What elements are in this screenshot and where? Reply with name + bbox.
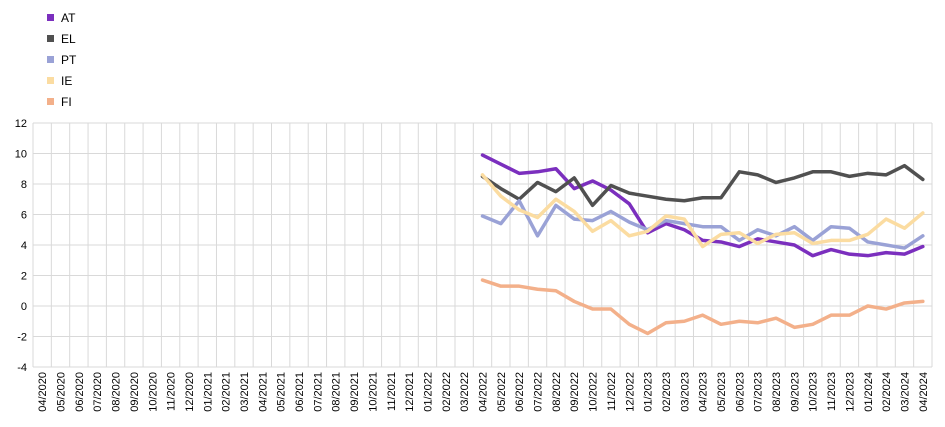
y-axis-tick-labels: 12 10 8 6 4 2 0 -2 -4 <box>15 118 27 374</box>
y-tick-label: 6 <box>21 210 27 222</box>
y-tick-label: -2 <box>17 332 27 344</box>
x-axis-tick-labels: 04/2020 05/2020 06/2020 07/2020 08/2020 09/20… <box>37 372 930 412</box>
y-tick-label: 4 <box>21 240 27 252</box>
x-tick-label: 10/2023 <box>808 372 820 412</box>
x-tick-label: 04/2024 <box>918 372 930 412</box>
x-tick-label: 03/2021 <box>239 372 251 412</box>
x-tick-label: 12/2020 <box>184 372 196 412</box>
x-tick-label: 05/2022 <box>496 372 508 412</box>
x-tick-label: 08/2020 <box>111 372 123 412</box>
x-tick-label: 03/2023 <box>679 372 691 412</box>
x-tick-label: 05/2023 <box>716 372 728 412</box>
chart-grid <box>32 122 933 368</box>
x-tick-label: 04/2020 <box>37 372 49 412</box>
x-tick-label: 07/2020 <box>92 372 104 412</box>
legend-label: AT <box>61 11 76 25</box>
x-tick-label: 01/2023 <box>643 372 655 412</box>
x-tick-label: 07/2021 <box>312 372 324 412</box>
legend-swatch <box>47 77 54 84</box>
series-line-el <box>480 163 925 208</box>
chart-series <box>480 153 925 336</box>
legend-swatch <box>47 98 54 105</box>
x-tick-label: 02/2022 <box>441 372 453 412</box>
x-tick-label: 10/2021 <box>367 372 379 412</box>
legend-label: EL <box>61 32 76 46</box>
x-tick-label: 03/2024 <box>899 372 911 412</box>
x-tick-label: 01/2022 <box>422 372 434 412</box>
x-tick-label: 09/2020 <box>129 372 141 412</box>
legend-label: PT <box>61 53 77 67</box>
legend-label: FI <box>61 95 72 109</box>
legend-label: IE <box>61 74 73 88</box>
x-tick-label: 12/2021 <box>404 372 416 412</box>
legend-swatch <box>47 56 54 63</box>
x-tick-label: 08/2023 <box>771 372 783 412</box>
x-tick-label: 11/2023 <box>826 372 838 411</box>
x-tick-label: 12/2022 <box>624 372 636 412</box>
x-tick-label: 07/2022 <box>533 372 545 412</box>
x-tick-label: 01/2024 <box>863 372 875 412</box>
y-tick-label: 8 <box>21 179 27 191</box>
x-tick-label: 06/2021 <box>294 372 306 412</box>
x-tick-label: 06/2023 <box>734 372 746 412</box>
legend-swatch <box>47 14 54 21</box>
series-line-at <box>480 153 925 258</box>
x-tick-label: 04/2021 <box>257 372 269 412</box>
x-tick-label: 11/2020 <box>166 372 178 411</box>
x-tick-label: 02/2021 <box>221 372 233 412</box>
y-tick-label: 10 <box>15 149 27 161</box>
x-tick-label: 03/2022 <box>459 372 471 412</box>
series-line-pt <box>480 199 925 250</box>
legend-swatch <box>47 35 54 42</box>
x-tick-label: 05/2020 <box>56 372 68 412</box>
x-tick-label: 09/2023 <box>789 372 801 412</box>
x-tick-label: 04/2023 <box>698 372 710 412</box>
x-tick-label: 12/2023 <box>844 372 856 412</box>
x-tick-label: 04/2022 <box>478 372 490 412</box>
x-tick-label: 06/2022 <box>514 372 526 412</box>
x-tick-label: 11/2021 <box>386 372 398 411</box>
y-tick-label: 2 <box>21 271 27 283</box>
x-tick-label: 09/2021 <box>349 372 361 412</box>
x-tick-label: 02/2023 <box>661 372 673 412</box>
series-line-ie <box>480 173 925 249</box>
x-tick-label: 11/2022 <box>606 372 618 411</box>
x-tick-label: 02/2024 <box>881 372 893 412</box>
x-tick-label: 07/2023 <box>753 372 765 412</box>
x-tick-label: 06/2020 <box>74 372 86 412</box>
x-tick-label: 08/2021 <box>331 372 343 412</box>
y-tick-label: 0 <box>21 301 27 313</box>
x-tick-label: 01/2021 <box>202 372 214 412</box>
x-tick-label: 10/2022 <box>588 372 600 412</box>
y-tick-label: -4 <box>17 362 27 374</box>
x-tick-label: 05/2021 <box>276 372 288 412</box>
series-line-fi <box>480 278 925 336</box>
x-tick-label: 09/2022 <box>569 372 581 412</box>
x-tick-label: 10/2020 <box>147 372 159 412</box>
y-tick-label: 12 <box>15 118 27 130</box>
x-tick-label: 08/2022 <box>551 372 563 412</box>
